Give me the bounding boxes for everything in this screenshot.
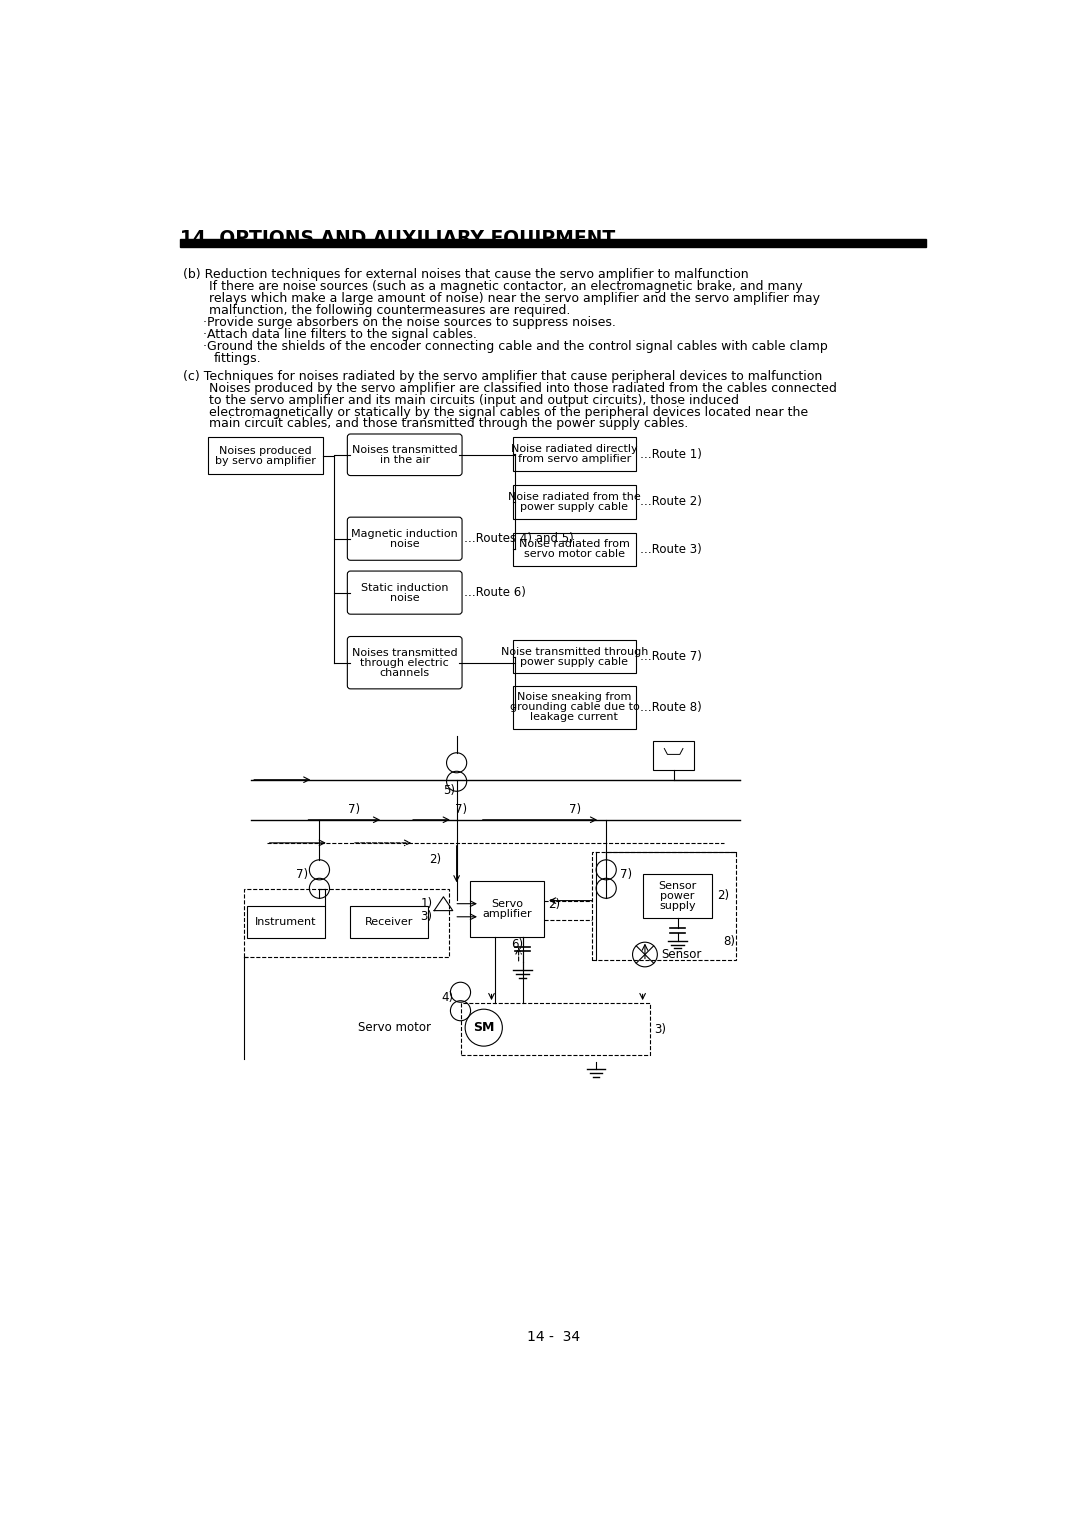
Text: power supply cable: power supply cable — [521, 501, 629, 512]
Text: Noise radiated directly: Noise radiated directly — [511, 445, 637, 454]
Text: Noise radiated from the: Noise radiated from the — [508, 492, 640, 501]
Text: power: power — [660, 891, 694, 902]
Text: noise: noise — [390, 593, 419, 602]
Text: 5): 5) — [443, 784, 455, 798]
Text: to the servo amplifier and its main circuits (input and output circuits), those : to the servo amplifier and its main circ… — [208, 394, 739, 406]
Text: relays which make a large amount of noise) near the servo amplifier and the serv: relays which make a large amount of nois… — [208, 292, 820, 306]
Text: channels: channels — [380, 668, 430, 678]
Bar — [180, 238, 926, 246]
FancyBboxPatch shape — [348, 571, 462, 614]
Text: …Route 1): …Route 1) — [640, 448, 702, 460]
Text: electromagnetically or statically by the signal cables of the peripheral devices: electromagnetically or statically by the… — [208, 405, 808, 419]
Bar — [513, 686, 636, 729]
Text: 7): 7) — [296, 868, 308, 882]
Text: 4): 4) — [441, 990, 454, 1004]
Bar — [653, 741, 693, 770]
Text: in the air: in the air — [379, 455, 430, 465]
Text: fittings.: fittings. — [214, 351, 261, 365]
Text: …Route 3): …Route 3) — [640, 542, 702, 556]
Bar — [460, 1002, 650, 1056]
Text: (b) Reduction techniques for external noises that cause the servo amplifier to m: (b) Reduction techniques for external no… — [183, 267, 748, 281]
Text: 14 -  34: 14 - 34 — [527, 1329, 580, 1343]
Bar — [513, 640, 636, 674]
Text: 6): 6) — [511, 938, 523, 952]
Text: power supply cable: power supply cable — [521, 657, 629, 666]
Text: Noise sneaking from: Noise sneaking from — [517, 692, 632, 703]
Text: 2): 2) — [549, 898, 561, 911]
Text: by servo amplifier: by servo amplifier — [215, 455, 315, 466]
Text: Sensor: Sensor — [661, 947, 702, 961]
Text: …Route 6): …Route 6) — [463, 587, 526, 599]
Text: 3): 3) — [420, 911, 432, 923]
Text: Servo motor: Servo motor — [359, 1021, 431, 1034]
Bar — [207, 437, 323, 474]
Text: ·Provide surge absorbers on the noise sources to suppress noises.: ·Provide surge absorbers on the noise so… — [203, 316, 616, 329]
Text: through electric: through electric — [361, 657, 449, 668]
Text: …Route 7): …Route 7) — [640, 649, 702, 663]
Text: ·Attach data line filters to the signal cables.: ·Attach data line filters to the signal … — [203, 327, 477, 341]
Text: servo motor cable: servo motor cable — [524, 550, 625, 559]
Text: 3): 3) — [654, 1022, 666, 1036]
Text: 7): 7) — [455, 804, 468, 816]
Bar — [350, 906, 428, 938]
FancyBboxPatch shape — [348, 637, 462, 689]
Text: 2): 2) — [430, 853, 442, 866]
Text: main circuit cables, and those transmitted through the power supply cables.: main circuit cables, and those transmitt… — [208, 417, 688, 431]
Text: supply: supply — [659, 902, 696, 911]
Text: (c) Techniques for noises radiated by the servo amplifier that cause peripheral : (c) Techniques for noises radiated by th… — [183, 370, 822, 382]
Text: Noises produced by the servo amplifier are classified into those radiated from t: Noises produced by the servo amplifier a… — [208, 382, 837, 394]
Text: 2): 2) — [717, 889, 729, 903]
Bar — [513, 533, 636, 567]
Text: Static induction: Static induction — [361, 582, 448, 593]
Text: Noise transmitted through: Noise transmitted through — [501, 646, 648, 657]
Text: …Route 8): …Route 8) — [640, 701, 702, 714]
Bar — [243, 889, 449, 957]
Text: 14. OPTIONS AND AUXILIARY EQUIPMENT: 14. OPTIONS AND AUXILIARY EQUIPMENT — [180, 228, 616, 248]
Text: Servo: Servo — [491, 898, 523, 909]
Text: ·Ground the shields of the encoder connecting cable and the control signal cable: ·Ground the shields of the encoder conne… — [203, 339, 828, 353]
Text: 8): 8) — [724, 935, 735, 947]
Text: noise: noise — [390, 539, 419, 549]
Text: 7): 7) — [569, 804, 581, 816]
Bar — [592, 853, 735, 960]
Bar — [247, 906, 325, 938]
Bar — [470, 882, 544, 937]
FancyBboxPatch shape — [348, 516, 462, 561]
Bar — [643, 874, 713, 918]
Text: Instrument: Instrument — [255, 917, 316, 927]
Text: malfunction, the following countermeasures are required.: malfunction, the following countermeasur… — [208, 304, 570, 316]
Text: 7): 7) — [348, 804, 361, 816]
Text: Sensor: Sensor — [659, 882, 697, 891]
Text: 1): 1) — [420, 897, 432, 911]
Text: …Route 2): …Route 2) — [640, 495, 702, 509]
Text: Noise radiated from: Noise radiated from — [519, 539, 630, 550]
Bar — [513, 484, 636, 518]
Text: Noises produced: Noises produced — [219, 446, 311, 455]
Text: leakage current: leakage current — [530, 712, 619, 723]
Text: grounding cable due to: grounding cable due to — [510, 703, 639, 712]
Text: SM: SM — [473, 1021, 495, 1034]
Text: from servo amplifier: from servo amplifier — [517, 454, 631, 465]
Text: Noises transmitted: Noises transmitted — [352, 648, 458, 657]
Text: Receiver: Receiver — [365, 917, 414, 927]
Text: If there are noise sources (such as a magnetic contactor, an electromagnetic bra: If there are noise sources (such as a ma… — [208, 280, 802, 293]
Text: …Routes 4) and 5): …Routes 4) and 5) — [463, 532, 573, 545]
Text: amplifier: amplifier — [482, 909, 531, 918]
FancyBboxPatch shape — [348, 434, 462, 475]
Text: Magnetic induction: Magnetic induction — [351, 529, 458, 539]
Text: 7): 7) — [620, 868, 632, 882]
Text: Noises transmitted: Noises transmitted — [352, 445, 458, 455]
Bar — [513, 437, 636, 471]
